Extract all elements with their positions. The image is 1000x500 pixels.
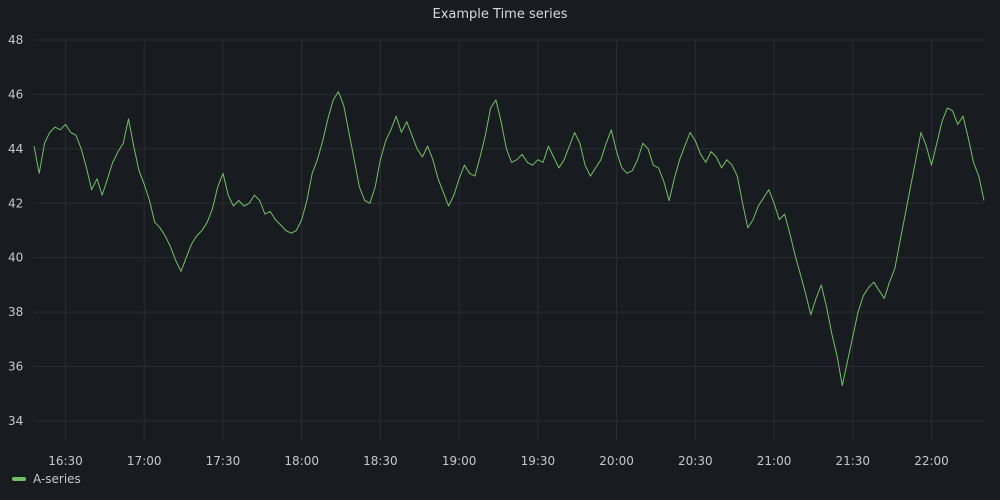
y-tick-label: 48 xyxy=(8,33,23,47)
x-tick-label: 17:00 xyxy=(127,454,162,468)
x-tick-label: 16:30 xyxy=(48,454,83,468)
y-tick-label: 46 xyxy=(8,87,23,101)
y-tick-label: 36 xyxy=(8,360,23,374)
x-tick-label: 22:00 xyxy=(914,454,949,468)
series-layer xyxy=(33,91,985,387)
legend-label: A-series xyxy=(33,472,81,486)
x-tick-label: 19:30 xyxy=(521,454,556,468)
legend-item-a-series[interactable]: A-series xyxy=(12,472,81,486)
grid-lines xyxy=(34,39,984,440)
x-tick-label: 21:30 xyxy=(835,454,870,468)
panel-title: Example Time series xyxy=(432,7,568,22)
y-tick-label: 38 xyxy=(8,305,23,319)
x-tick-label: 20:00 xyxy=(599,454,634,468)
x-tick-label: 20:30 xyxy=(678,454,713,468)
y-tick-label: 42 xyxy=(8,196,23,210)
legend-swatch xyxy=(12,477,26,481)
y-tick-label: 40 xyxy=(8,251,23,265)
x-tick-label: 18:00 xyxy=(284,454,319,468)
y-axis-ticks: 34 36 38 40 42 44 46 48 xyxy=(8,33,23,428)
x-tick-label: 19:00 xyxy=(442,454,477,468)
x-tick-label: 21:00 xyxy=(757,454,792,468)
y-tick-label: 34 xyxy=(8,414,23,428)
x-axis-ticks: 16:30 17:00 17:30 18:00 18:30 19:00 19:30 20:00… xyxy=(48,454,949,468)
x-tick-label: 17:30 xyxy=(206,454,241,468)
x-tick-label: 18:30 xyxy=(363,454,398,468)
y-tick-label: 44 xyxy=(8,142,23,156)
series-line-a-series[interactable] xyxy=(33,91,985,387)
